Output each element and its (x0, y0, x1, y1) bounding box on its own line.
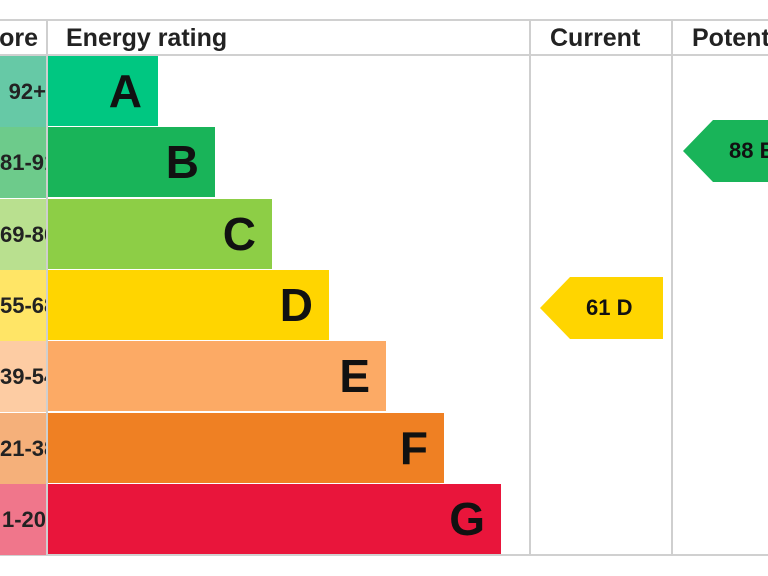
rating-bar-c: C (48, 198, 272, 269)
score-cell-g: 1-20 (0, 483, 46, 555)
rating-bar-e: E (48, 341, 386, 412)
header-divider (0, 54, 768, 56)
score-cell-e: 39-54 (0, 341, 46, 413)
score-cell-b: 81-91 (0, 127, 46, 199)
rating-bar-d: D (48, 269, 329, 340)
rating-bar-b: B (48, 127, 215, 198)
column-divider (671, 20, 673, 556)
score-cell-f: 21-38 (0, 412, 46, 484)
rating-bar-a: A (48, 56, 158, 126)
score-cell-a: 92+ (0, 56, 46, 127)
current-rating-arrow: 61 D (540, 277, 663, 339)
score-cell-d: 55-68 (0, 269, 46, 341)
table-top-border (0, 19, 768, 21)
column-divider (529, 20, 531, 556)
score-cell-c: 69-80 (0, 198, 46, 270)
rating-bar-g: G (48, 483, 501, 554)
rating-bar-f: F (48, 412, 444, 483)
table-bottom-border (0, 554, 768, 556)
header-potential: Potential (692, 24, 768, 52)
header-score: Score (0, 24, 38, 52)
potential-rating-arrow: 88 B (683, 120, 768, 182)
header-current: Current (550, 24, 641, 52)
header-energy-rating: Energy rating (66, 24, 228, 52)
column-divider (46, 20, 48, 556)
